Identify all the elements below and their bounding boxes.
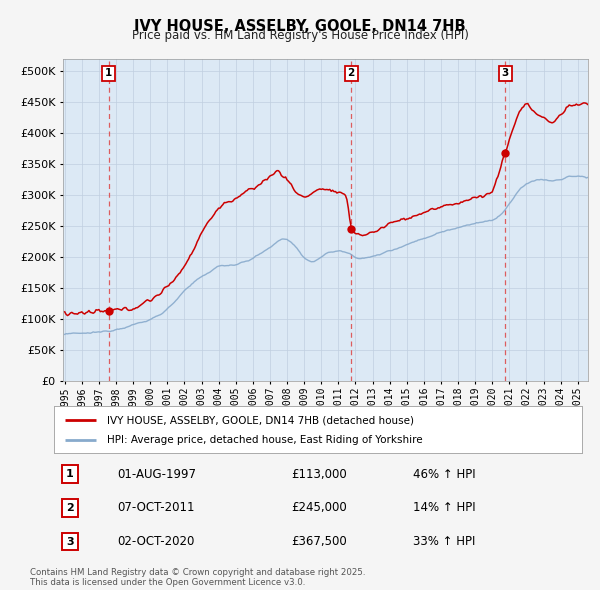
Text: 1: 1 bbox=[105, 68, 113, 78]
Text: Contains HM Land Registry data © Crown copyright and database right 2025.
This d: Contains HM Land Registry data © Crown c… bbox=[30, 568, 365, 587]
Text: 3: 3 bbox=[502, 68, 509, 78]
Text: 14% ↑ HPI: 14% ↑ HPI bbox=[413, 502, 476, 514]
Text: 46% ↑ HPI: 46% ↑ HPI bbox=[413, 468, 476, 481]
Text: 01-AUG-1997: 01-AUG-1997 bbox=[118, 468, 196, 481]
Text: £113,000: £113,000 bbox=[292, 468, 347, 481]
Text: 33% ↑ HPI: 33% ↑ HPI bbox=[413, 535, 475, 548]
Text: 02-OCT-2020: 02-OCT-2020 bbox=[118, 535, 195, 548]
Text: IVY HOUSE, ASSELBY, GOOLE, DN14 7HB: IVY HOUSE, ASSELBY, GOOLE, DN14 7HB bbox=[134, 19, 466, 34]
Text: £245,000: £245,000 bbox=[292, 502, 347, 514]
Text: £367,500: £367,500 bbox=[292, 535, 347, 548]
Text: IVY HOUSE, ASSELBY, GOOLE, DN14 7HB (detached house): IVY HOUSE, ASSELBY, GOOLE, DN14 7HB (det… bbox=[107, 415, 414, 425]
Text: 2: 2 bbox=[66, 503, 74, 513]
Text: HPI: Average price, detached house, East Riding of Yorkshire: HPI: Average price, detached house, East… bbox=[107, 435, 422, 445]
Text: 2: 2 bbox=[347, 68, 355, 78]
Text: 1: 1 bbox=[66, 470, 74, 480]
Text: 07-OCT-2011: 07-OCT-2011 bbox=[118, 502, 195, 514]
Text: 3: 3 bbox=[66, 536, 74, 546]
Text: Price paid vs. HM Land Registry's House Price Index (HPI): Price paid vs. HM Land Registry's House … bbox=[131, 30, 469, 42]
